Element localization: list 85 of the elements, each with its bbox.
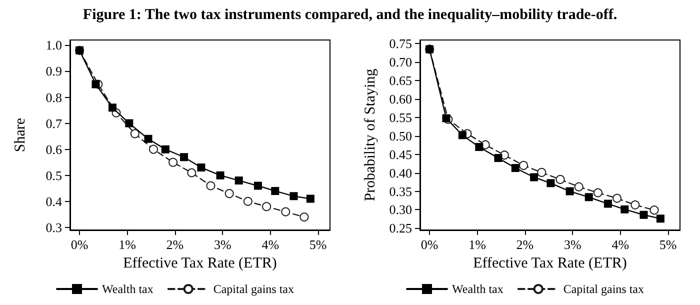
point	[168, 158, 178, 167]
point	[206, 181, 216, 190]
point	[574, 182, 584, 192]
point	[148, 144, 158, 154]
point	[511, 164, 520, 172]
y-tick-label: 0.5	[46, 168, 62, 183]
y-axis-title: Probability of Staying	[362, 68, 378, 202]
point	[566, 187, 574, 196]
point	[620, 205, 629, 214]
point	[500, 150, 509, 160]
point	[630, 200, 640, 210]
point	[475, 142, 484, 151]
x-tick-label: 1%	[468, 237, 486, 252]
x-tick-label: 3%	[564, 237, 582, 252]
y-tick-label: 0.45	[389, 146, 412, 162]
x-tick-label: 0%	[70, 237, 88, 252]
y-tick-label: 0.25	[389, 220, 412, 236]
y-tick-label: 0.75	[389, 36, 412, 52]
point	[108, 104, 116, 112]
point	[494, 154, 502, 162]
x-tick-label: 4%	[262, 237, 280, 252]
x-axis-title: Effective Tax Rate (ETR)	[473, 255, 627, 272]
point	[300, 212, 309, 222]
x-tick-label: 3%	[214, 237, 232, 252]
point	[281, 207, 290, 216]
legend-label: Wealth tax	[102, 282, 154, 296]
point	[216, 171, 224, 180]
legend-label: Capital gains tax	[563, 282, 644, 296]
point	[556, 174, 565, 184]
x-tick-label: 0%	[420, 237, 438, 252]
x-tick-label: 5%	[309, 237, 327, 252]
y-tick-label: 0.3	[46, 220, 62, 235]
y-axis-title: Share	[12, 118, 28, 152]
point	[537, 168, 546, 177]
x-axis-title: Effective Tax Rate (ETR)	[123, 255, 277, 272]
point	[530, 173, 538, 182]
point	[593, 188, 602, 198]
point	[187, 168, 196, 178]
point	[546, 179, 555, 188]
y-tick-label: 0.55	[389, 110, 412, 125]
y-tick-label: 0.9	[46, 64, 62, 79]
point	[262, 202, 272, 212]
y-tick-label: 0.30	[389, 202, 412, 218]
point	[519, 160, 528, 170]
point	[161, 145, 170, 154]
point	[604, 200, 612, 208]
y-tick-label: 0.7	[46, 116, 62, 131]
y-tick-label: 0.40	[389, 165, 412, 180]
point	[612, 194, 622, 203]
point	[234, 176, 243, 185]
x-tick-label: 2%	[516, 237, 534, 252]
point	[125, 119, 134, 128]
point	[290, 192, 298, 200]
point	[650, 206, 659, 215]
y-tick-label: 0.50	[389, 128, 412, 144]
point	[640, 210, 648, 219]
point	[458, 131, 466, 140]
y-tick-label: 0.60	[389, 92, 412, 107]
y-tick-label: 0.35	[389, 184, 412, 199]
x-tick-label: 2%	[166, 237, 184, 252]
point	[180, 153, 188, 162]
y-tick-label: 0.70	[389, 54, 412, 70]
y-tick-label: 0.8	[46, 90, 62, 105]
y-tick-label: 0.65	[389, 73, 412, 88]
point	[92, 80, 100, 88]
x-tick-label: 5%	[659, 237, 677, 252]
point	[584, 193, 593, 202]
x-tick-label: 4%	[612, 237, 630, 252]
y-tick-label: 0.6	[46, 142, 62, 157]
chart-title: Figure 1: The two tax instruments compared, and the inequality–mobility trade-off.	[82, 6, 618, 25]
legend-label: Wealth tax	[452, 282, 504, 296]
point	[656, 214, 664, 223]
y-tick-label: 1.0	[46, 38, 62, 53]
point	[442, 114, 450, 122]
point	[224, 189, 234, 198]
x-tick-label: 1%	[118, 237, 136, 252]
point	[254, 182, 262, 190]
point	[243, 196, 252, 206]
point	[306, 194, 314, 203]
legend-label: Capital gains tax	[213, 282, 294, 296]
point	[197, 164, 206, 172]
point	[271, 186, 280, 195]
point	[130, 129, 140, 138]
point	[144, 134, 152, 143]
y-tick-label: 0.4	[46, 194, 62, 209]
